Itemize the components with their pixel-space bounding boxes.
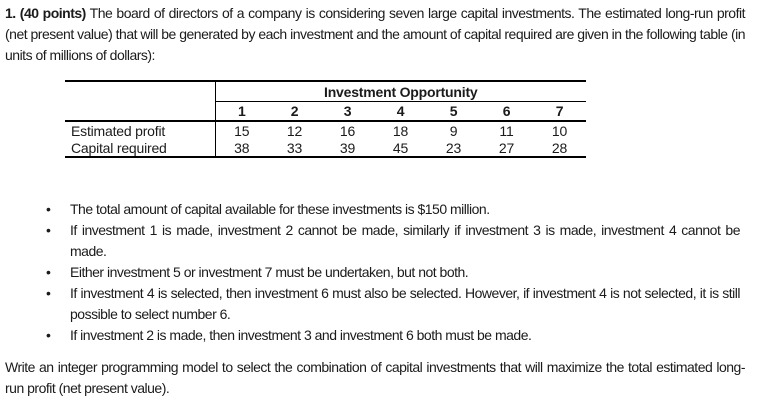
table-col-header: 2 — [268, 101, 321, 122]
investment-table: Investment Opportunity 1 2 3 4 5 6 7 Est… — [65, 80, 639, 158]
table-cell: 23 — [427, 139, 480, 158]
table-cell: 12 — [286, 122, 303, 139]
list-item: • If investment 1 is made, investment 2 … — [0, 220, 741, 262]
problem-number-label: 1. (40 points) — [5, 5, 86, 21]
table-row-capital-required: Capital required 38 33 39 45 23 27 28 — [65, 139, 639, 158]
table-row-label: Estimated profit — [65, 121, 216, 139]
bullet-text: If investment 2 is made, then investment… — [70, 327, 532, 343]
table-col-header: 6 — [480, 101, 533, 122]
table-cell: 16 — [339, 122, 356, 139]
problem-statement: 1. (40 points) The board of directors of… — [5, 3, 746, 66]
table-cell: 39 — [321, 139, 374, 158]
bullet-text: Either investment 5 or investment 7 must… — [70, 264, 469, 280]
table-empty-label-cell — [65, 101, 216, 122]
bullet-icon: • — [46, 264, 51, 280]
table-col-header: 4 — [374, 101, 427, 122]
table-row-label: Capital required — [65, 139, 216, 158]
bullet-icon: • — [46, 327, 51, 343]
table-cell: 28 — [533, 139, 586, 158]
bullet-icon: • — [46, 285, 51, 301]
list-item: • Either investment 5 or investment 7 mu… — [0, 262, 740, 283]
table-col-header: 5 — [427, 101, 480, 122]
bullet-text: If investment 4 is selected, then invest… — [70, 285, 741, 322]
table-cell: 27 — [480, 139, 533, 158]
list-item: • The total amount of capital available … — [0, 199, 740, 220]
table-cell: 15 — [234, 122, 250, 139]
table-cell: 11 — [499, 122, 514, 139]
bullet-text: If investment 1 is made, investment 2 ca… — [70, 222, 741, 259]
list-item: • If investment 4 is selected, then inve… — [0, 283, 741, 325]
table-cell: 33 — [268, 139, 321, 158]
bullet-icon: • — [46, 201, 51, 217]
table-group-header-row: Investment Opportunity — [65, 80, 639, 102]
table-group-header: Investment Opportunity — [215, 80, 586, 102]
table-cell: 38 — [215, 139, 268, 158]
table-cell: 18 — [392, 122, 409, 139]
constraints-list: • The total amount of capital available … — [0, 199, 741, 346]
list-item: • If investment 2 is made, then investme… — [0, 325, 740, 346]
table-cell: 45 — [374, 139, 427, 158]
table-cell: 10 — [551, 122, 568, 139]
table-col-header: 7 — [533, 101, 586, 122]
table-col-header: 1 — [215, 101, 268, 122]
table-col-header: 3 — [321, 101, 374, 122]
table-row-estimated-profit: Estimated profit 15 12 16 18 9 11 10 — [65, 121, 639, 139]
bullet-text: The total amount of capital available fo… — [70, 201, 490, 217]
table-cell: 9 — [449, 122, 458, 139]
bullet-icon: • — [46, 222, 51, 238]
table-corner-cell — [65, 80, 216, 102]
table-column-header-row: 1 2 3 4 5 6 7 — [65, 101, 639, 122]
closing-instruction: Write an integer programming model to se… — [5, 359, 746, 396]
problem-intro-text: The board of directors of a company is c… — [5, 5, 746, 63]
